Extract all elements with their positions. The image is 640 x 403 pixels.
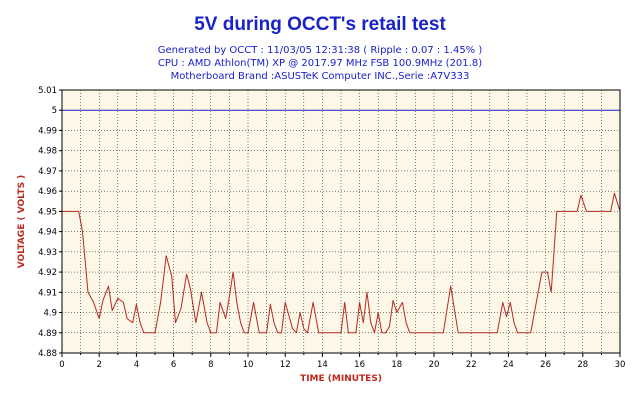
axis-ticks: 0 2 4 6 8 10 12 14 16 18 20 22 24 26 28 304.884.894.94.… [38, 86, 625, 370]
y-tick-label: 4.93 [38, 248, 57, 258]
x-tick-label: 0 [59, 360, 64, 370]
x-axis-label: TIME (MINUTES) [300, 374, 382, 384]
subtitle-cpu: CPU : AMD Athlon(TM) XP @ 2017.97 MHz FS… [157, 58, 483, 69]
y-tick-label: 4.98 [38, 147, 57, 157]
chart-title: 5V during OCCT's retail test [194, 14, 446, 35]
x-tick-label: 8 [208, 360, 213, 370]
y-tick-label: 4.94 [38, 228, 57, 238]
x-tick-label: 26 [540, 360, 551, 370]
y-tick-label: 4.97 [38, 167, 57, 177]
x-tick-label: 20 [429, 360, 440, 370]
x-tick-label: 24 [503, 360, 514, 370]
x-tick-label: 18 [391, 360, 402, 370]
y-tick-label: 4.96 [38, 187, 57, 197]
x-tick-label: 22 [466, 360, 477, 370]
x-tick-label: 6 [171, 360, 176, 370]
y-tick-label: 4.92 [38, 268, 57, 278]
x-tick-label: 10 [243, 360, 254, 370]
subtitle-generated: Generated by OCCT : 11/03/05 12:31:38 ( … [157, 45, 483, 56]
y-tick-label: 4.91 [38, 288, 57, 298]
x-tick-label: 28 [577, 360, 588, 370]
x-tick-label: 16 [354, 360, 365, 370]
x-tick-label: 4 [134, 360, 139, 370]
y-tick-label: 5 [52, 106, 57, 116]
y-tick-label: 4.88 [38, 349, 57, 359]
series-line-5v [62, 192, 621, 334]
x-tick-label: 2 [96, 360, 101, 370]
y-tick-label: 4.89 [38, 329, 57, 339]
y-axis-label: VOLTAGE ( VOLTS ) [17, 175, 27, 269]
y-tick-label: 5.01 [38, 86, 57, 96]
x-tick-label: 30 [615, 360, 626, 370]
x-tick-label: 14 [317, 360, 328, 370]
y-tick-label: 4.99 [38, 126, 57, 136]
subtitle-motherboard: Motherboard Brand :ASUSTeK Computer INC.… [170, 71, 470, 82]
y-tick-label: 4.9 [43, 309, 57, 319]
y-tick-label: 4.95 [38, 207, 57, 217]
x-tick-label: 12 [280, 360, 291, 370]
